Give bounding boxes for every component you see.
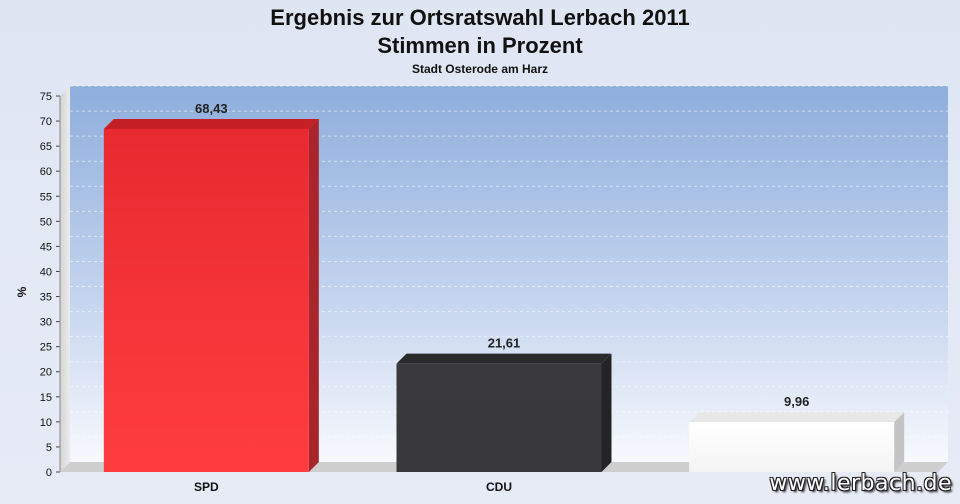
bar-top bbox=[689, 412, 905, 423]
chart-title-line2: Stimmen in Prozent bbox=[377, 33, 583, 58]
y-tick-label: 5 bbox=[46, 442, 52, 454]
bar-side bbox=[601, 353, 612, 472]
chart-title-line1: Ergebnis zur Ortsratswahl Lerbach 2011 bbox=[270, 5, 690, 30]
bar-top bbox=[103, 118, 319, 129]
watermark: www.lerbach.de bbox=[769, 471, 952, 496]
bar-side bbox=[308, 118, 319, 473]
bar-side bbox=[894, 412, 905, 472]
chart-header: Ergebnis zur Ortsratswahl Lerbach 2011 S… bbox=[0, 4, 960, 76]
y-tick-label: 35 bbox=[40, 292, 52, 304]
y-axis: 0 5 10 15 20 25 30 35 40 45 50 55 60 65 70 75% bbox=[15, 91, 61, 479]
y-tick-label: 30 bbox=[40, 317, 52, 329]
bar-top bbox=[396, 353, 612, 364]
bar-spd bbox=[103, 118, 319, 473]
x-tick-label: SPD bbox=[194, 480, 219, 494]
bar-front bbox=[396, 363, 602, 472]
y-tick-label: 65 bbox=[40, 141, 52, 153]
y-tick-label: 0 bbox=[46, 467, 52, 479]
bar-value-label: 68,43 bbox=[195, 101, 228, 116]
y-tick-label: 15 bbox=[40, 392, 52, 404]
y-tick-label: 20 bbox=[40, 367, 52, 379]
y-tick-label: 40 bbox=[40, 266, 52, 278]
bars bbox=[103, 118, 905, 473]
x-tick-label: CDU bbox=[486, 480, 512, 494]
chart-subtitle: Stadt Osterode am Harz bbox=[411, 62, 549, 76]
bar-value-label: 21,61 bbox=[488, 336, 521, 351]
bar-value-label: 9,96 bbox=[784, 394, 809, 409]
y-tick-label: 10 bbox=[40, 417, 52, 429]
side-wall bbox=[60, 86, 70, 472]
y-tick-label: 70 bbox=[40, 116, 52, 128]
y-axis-label: % bbox=[15, 286, 29, 297]
bar-other bbox=[689, 412, 905, 472]
bar-cdu bbox=[396, 353, 612, 472]
labels: 68,43 SPD 21,61 CDU 9,96 bbox=[194, 101, 809, 494]
y-tick-label: 50 bbox=[40, 216, 52, 228]
bar-front bbox=[103, 128, 309, 472]
y-tick-label: 60 bbox=[40, 166, 52, 178]
y-tick-label: 75 bbox=[40, 91, 52, 103]
y-tick-label: 25 bbox=[40, 342, 52, 354]
bar-front bbox=[689, 422, 895, 472]
y-tick-label: 55 bbox=[40, 191, 52, 203]
y-tick-label: 45 bbox=[40, 241, 52, 253]
